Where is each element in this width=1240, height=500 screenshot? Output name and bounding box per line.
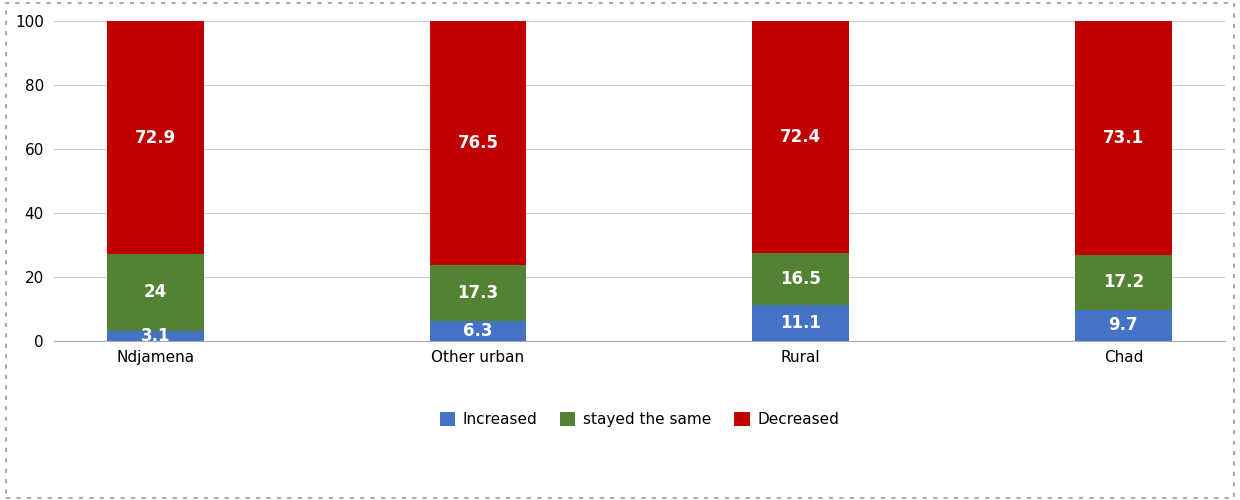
Bar (1075, 310, 1172, 341)
Text: 24: 24 (144, 284, 167, 302)
Bar (107, 254, 203, 331)
Text: 9.7: 9.7 (1109, 316, 1138, 334)
Text: 72.4: 72.4 (780, 128, 821, 146)
Bar (429, 320, 526, 341)
Bar (753, 306, 849, 341)
Text: 17.2: 17.2 (1102, 274, 1145, 291)
Bar (429, 20, 526, 266)
Text: 16.5: 16.5 (780, 270, 821, 288)
Text: 73.1: 73.1 (1102, 129, 1145, 147)
Bar (429, 266, 526, 320)
Text: 72.9: 72.9 (135, 128, 176, 146)
Bar (107, 331, 203, 341)
Legend: Increased, stayed the same, Decreased: Increased, stayed the same, Decreased (434, 406, 846, 433)
Bar (753, 21, 849, 252)
Text: 11.1: 11.1 (780, 314, 821, 332)
Text: 17.3: 17.3 (458, 284, 498, 302)
Bar (1075, 255, 1172, 310)
Text: 3.1: 3.1 (140, 327, 170, 345)
Bar (753, 252, 849, 306)
Text: 76.5: 76.5 (458, 134, 498, 152)
Bar (107, 21, 203, 254)
Text: 6.3: 6.3 (464, 322, 492, 340)
Bar (1075, 21, 1172, 255)
